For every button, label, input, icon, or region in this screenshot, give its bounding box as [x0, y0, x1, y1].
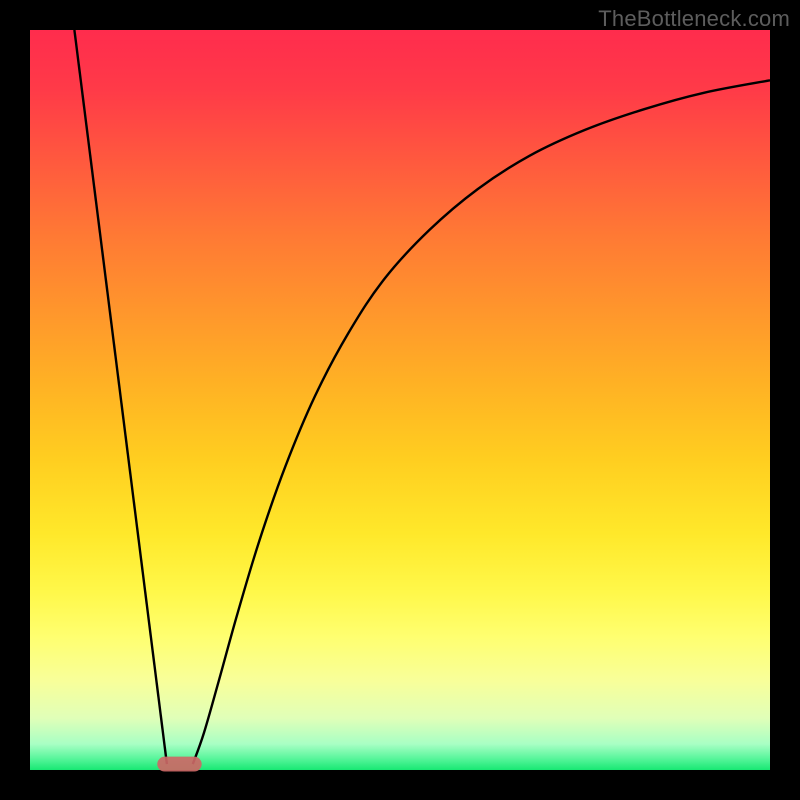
bottleneck-chart: TheBottleneck.com: [0, 0, 800, 800]
chart-background: [30, 30, 770, 770]
optimal-marker: [157, 757, 201, 772]
chart-svg: [0, 0, 800, 800]
watermark-text: TheBottleneck.com: [598, 6, 790, 32]
